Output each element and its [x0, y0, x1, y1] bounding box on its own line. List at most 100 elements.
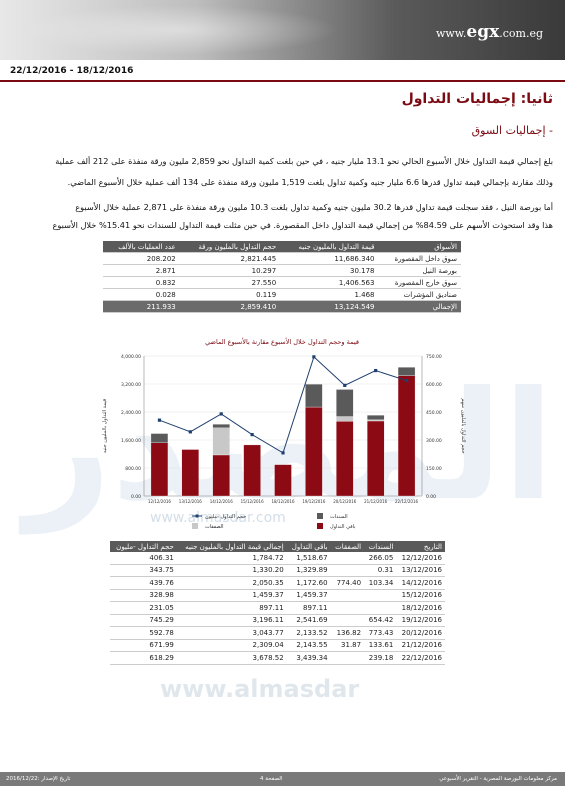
table-cell: 31.87 [330, 639, 365, 652]
page-header: www.egx.com.eg [0, 0, 565, 60]
bar-segment [305, 383, 323, 408]
table-cell: 13,124.549 [280, 300, 379, 313]
table-cell [330, 651, 365, 665]
table-cell: 30.178 [280, 264, 379, 277]
table-row: 0.028 0.119 1.468 صناديق المؤشرات [103, 288, 461, 301]
table-cell: صناديق المؤشرات [378, 288, 461, 301]
y-right-tick-label: 600.00 [426, 382, 442, 388]
table-cell: 3,678.52 [176, 651, 287, 665]
column-header: عدد العمليات بالألف [103, 241, 180, 253]
volume-point [188, 430, 192, 434]
bar-segment [397, 375, 416, 497]
table-cell: 773.43 [364, 626, 397, 640]
x-tick-label: 15/12/2016 [241, 499, 265, 504]
table-cell: 3,196.11 [176, 614, 287, 627]
table-cell: 22/12/2016 [396, 651, 445, 665]
x-tick-label: 22/12/2016 [395, 499, 419, 504]
table-row: 0.832 27.550 1,406.563 سوق خارج المقصورة [103, 276, 461, 289]
y-left-tick-label: 800.00 [125, 466, 141, 472]
divider-line [0, 80, 565, 82]
legend-label: الصفقات [205, 524, 224, 530]
y-left-tick-label: 4,000.00 [121, 354, 141, 360]
bar-segment [212, 454, 230, 497]
table-row: 439.76 2,050.35 1,172.60 774.40 103.34 14/12/… [110, 576, 445, 590]
legend-label: حجم التداول -مليون [205, 514, 246, 520]
table-row: 406.31 1,784.72 1,518.67 266.05 12/12/2016 [110, 552, 445, 565]
y-left-axis-label: قيمة التداول بالمليون جنيه [102, 398, 108, 453]
bar-segment [181, 449, 199, 497]
table-cell: 897.11 [176, 601, 287, 615]
table-cell: 3,439.34 [286, 651, 331, 665]
table-cell: 406.31 [110, 552, 177, 565]
page-footer: تاريخ الإصدار :2016/12/22 الصفحة 4 مركز … [0, 772, 565, 786]
watermark: www.almasdar [160, 675, 360, 703]
table-cell [364, 601, 397, 615]
volume-point [250, 432, 254, 437]
y-right-axis-label: حجم التداول بالمليون سهم [460, 398, 466, 453]
bar-segment [243, 444, 261, 497]
bar-segment [212, 424, 230, 429]
table-cell: 13/12/2016 [396, 564, 445, 577]
market-summary-table: عدد العمليات بالألف حجم التداول بالمليون… [103, 241, 461, 313]
table-row: 231.05 897.11 897.11 18/12/2016 [110, 601, 445, 615]
paragraph: وذلك مقارنة بإجمالي قيمة تداول قدرها 6.6… [67, 177, 553, 187]
bar-segment [336, 421, 354, 497]
x-tick-label: 14/12/2016 [210, 499, 234, 504]
table-row: 592.78 3,043.77 2,133.52 136.82 773.43 20/12/… [110, 626, 445, 640]
legend-swatch [317, 523, 323, 529]
table-cell: 136.82 [330, 626, 365, 640]
table-cell: 208.202 [103, 252, 180, 265]
legend-label: السندات [330, 514, 348, 520]
table-cell: 15/12/2016 [396, 589, 445, 602]
table-cell: 1,329.89 [286, 564, 331, 577]
paragraph: بلغ إجمالي قيمة التداول خلال الأسبوع الح… [55, 156, 553, 166]
table-cell: 1,406.563 [280, 276, 379, 289]
table-row: 208.202 2,821.445 11,686.340 سوق داخل ال… [103, 252, 461, 265]
legend-swatch [317, 513, 323, 519]
subsection-title: - إجماليات السوق [471, 124, 553, 137]
table-cell: 3,043.77 [176, 626, 287, 640]
table-cell [330, 552, 365, 565]
table-cell [330, 589, 365, 602]
table-cell: 745.29 [110, 614, 177, 627]
table-cell: سوق خارج المقصورة [378, 276, 461, 289]
table-row: 618.29 3,678.52 3,439.34 239.18 22/12/2016 [110, 651, 445, 665]
table-cell: 2,541.69 [286, 614, 331, 627]
table-cell: 0.028 [103, 288, 180, 301]
table-cell: 1,330.20 [176, 564, 287, 577]
x-tick-label: 21/12/2016 [364, 499, 388, 504]
y-right-tick-label: 450.00 [426, 410, 442, 416]
y-left-tick-label: 1,600.00 [121, 438, 141, 444]
bar-segment [367, 415, 385, 421]
chart-title: قيمة وحجم التداول خلال الأسبوع مقارنة با… [205, 337, 359, 346]
bar-segment [274, 464, 292, 497]
table-cell: 10.297 [179, 264, 281, 277]
volume-point [157, 418, 162, 422]
footer-issue-date: تاريخ الإصدار :2016/12/22 [6, 776, 71, 782]
y-left-tick-label: 3,200.00 [121, 382, 141, 388]
x-tick-label: 18/12/2016 [271, 499, 295, 504]
table-cell: 774.40 [330, 576, 365, 590]
table-cell: 103.34 [364, 576, 397, 590]
header-wave-graphic [20, 5, 340, 55]
y-right-tick-label: 0.00 [426, 494, 436, 500]
trading-chart: قيمة وحجم التداول خلال الأسبوع مقارنة با… [102, 337, 466, 530]
column-header: باقي التداول [286, 541, 331, 552]
y-left-tick-label: 2,400.00 [121, 410, 141, 416]
x-tick-label: 12/12/2016 [148, 499, 172, 504]
table-cell: 897.11 [286, 601, 331, 615]
bar-segment [150, 433, 169, 443]
table-total-row: 211.933 2,859.410 13,124.549 الإجمالي [103, 300, 461, 313]
table-cell: 19/12/2016 [396, 614, 445, 627]
table-cell: 439.76 [110, 576, 177, 590]
section-title: ثانيا: إجماليات التداول [401, 91, 553, 107]
table-cell: 1,172.60 [286, 576, 331, 590]
bar-segment [367, 420, 385, 497]
table-header-row: عدد العمليات بالألف حجم التداول بالمليون… [103, 241, 461, 253]
x-tick-label: 20/12/2016 [333, 499, 357, 504]
column-header: الأسواق [378, 241, 461, 253]
table-cell: 133.61 [364, 639, 397, 652]
table-cell: 27.550 [179, 276, 281, 289]
table-cell: 1,518.67 [286, 552, 331, 565]
table-cell: 618.29 [110, 651, 177, 665]
